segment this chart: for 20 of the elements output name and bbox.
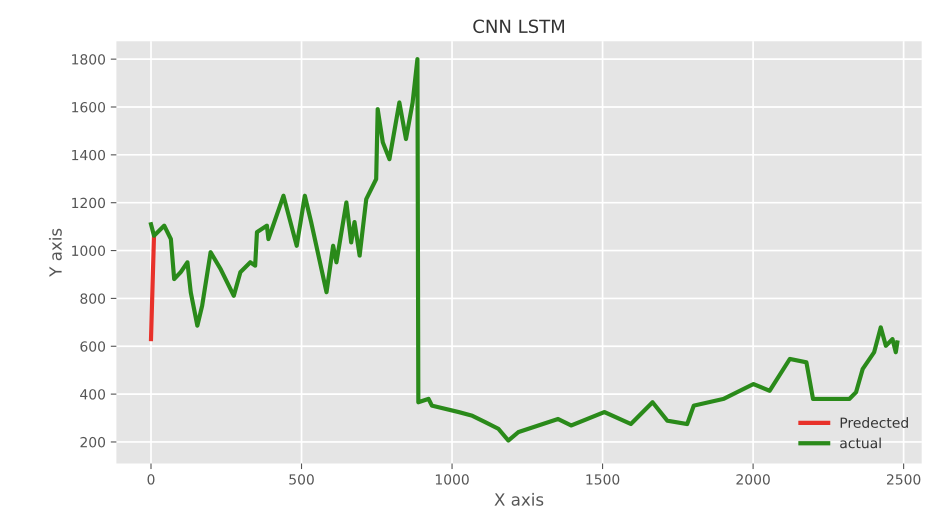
y-tick-label: 400 xyxy=(80,389,106,400)
legend-label: actual xyxy=(840,438,881,448)
x-tick-label: 1000 xyxy=(436,474,469,485)
chart-title: CNN LSTM xyxy=(473,19,564,34)
y-tick-label: 600 xyxy=(80,341,106,352)
y-tick-label: 1400 xyxy=(72,150,106,160)
legend-label: Predected xyxy=(840,417,908,428)
y-tick-label: 800 xyxy=(80,293,106,304)
x-tick-label: 0 xyxy=(147,474,154,485)
x-tick-label: 2500 xyxy=(886,474,920,485)
y-tick-label: 1600 xyxy=(72,102,106,112)
y-tick-label: 200 xyxy=(80,436,106,448)
y-tick-label: 1000 xyxy=(72,246,106,256)
y-axis-title: Y axis xyxy=(48,228,62,277)
x-tick-label: 1500 xyxy=(586,474,620,485)
y-tick-label: 1800 xyxy=(72,54,106,65)
x-axis-title: X axis xyxy=(494,492,544,506)
x-tick-label: 2000 xyxy=(736,474,770,485)
y-tick-label: 1200 xyxy=(72,198,106,208)
x-tick-label: 500 xyxy=(289,474,314,485)
